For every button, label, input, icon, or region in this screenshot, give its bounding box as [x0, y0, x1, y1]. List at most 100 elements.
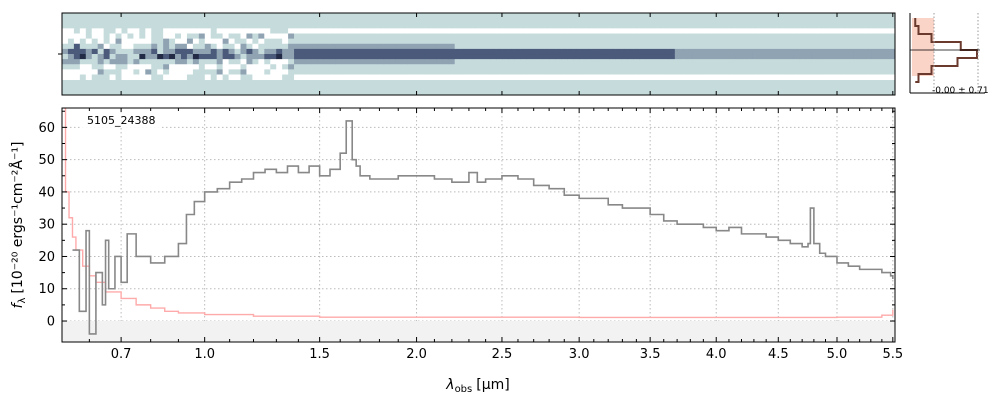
- heatmap-cell: [805, 54, 813, 60]
- heatmap-cell: [288, 38, 295, 45]
- heatmap-cell: [698, 59, 706, 65]
- heatmap-cell: [752, 69, 759, 75]
- heatmap-cell: [746, 64, 753, 70]
- heatmap-cell: [323, 38, 331, 45]
- heatmap-cell: [615, 64, 622, 70]
- heatmap-cell: [674, 48, 682, 55]
- heatmap-cell: [79, 64, 87, 70]
- heatmap-cell: [419, 59, 426, 65]
- spectrum-2d-image: [62, 28, 895, 81]
- heatmap-cell: [645, 69, 652, 75]
- heatmap-cell: [770, 43, 777, 50]
- heatmap-cell: [484, 38, 491, 45]
- heatmap-cell: [728, 64, 735, 70]
- heatmap-cell: [442, 54, 450, 60]
- heatmap-cell: [377, 28, 384, 34]
- heatmap-cell: [591, 64, 599, 70]
- heatmap-cell: [210, 64, 218, 70]
- heatmap-cell: [395, 69, 402, 75]
- heatmap-cell: [781, 28, 789, 34]
- zero-band: [62, 321, 895, 342]
- heatmap-cell: [817, 48, 825, 55]
- heatmap-cell: [621, 33, 628, 40]
- heatmap-cell: [549, 74, 557, 81]
- heatmap-cell: [841, 48, 848, 55]
- heatmap-cell: [847, 48, 854, 55]
- heatmap-cell: [597, 43, 605, 50]
- heatmap-cell: [502, 64, 509, 70]
- heatmap-cell: [621, 28, 628, 34]
- heatmap-cell: [151, 59, 158, 65]
- heatmap-cell: [430, 64, 438, 70]
- heatmap-cell: [413, 48, 420, 55]
- heatmap-cell: [133, 54, 140, 60]
- heatmap-cell: [246, 54, 253, 60]
- heatmap-cell: [793, 69, 801, 75]
- heatmap-cell: [139, 74, 146, 81]
- heatmap-cell: [133, 38, 140, 45]
- heatmap-cell: [73, 59, 81, 65]
- heatmap-cell: [109, 64, 117, 70]
- heatmap-cell: [793, 54, 801, 60]
- heatmap-cell: [859, 64, 866, 70]
- heatmap-cell: [776, 59, 783, 65]
- heatmap-cell: [520, 43, 527, 50]
- heatmap-cell: [538, 64, 545, 70]
- heatmap-cell: [73, 28, 81, 34]
- heatmap-cell: [282, 59, 289, 65]
- heatmap-cell: [698, 64, 706, 70]
- heatmap-cell: [175, 48, 182, 55]
- spectrum-1d-series: [63, 108, 894, 335]
- heatmap-cell: [627, 64, 634, 70]
- heatmap-cell: [585, 74, 593, 81]
- heatmap-cell: [91, 74, 99, 81]
- heatmap-cell: [300, 64, 307, 70]
- heatmap-cell: [282, 54, 289, 60]
- heatmap-cell: [532, 43, 539, 50]
- heatmap-cell: [448, 59, 456, 65]
- heatmap-cell: [240, 38, 248, 45]
- heatmap-cell: [365, 43, 372, 50]
- heatmap-cell: [151, 74, 158, 81]
- heatmap-cell: [680, 64, 688, 70]
- heatmap-cell: [716, 33, 724, 40]
- heatmap-cell: [609, 38, 616, 45]
- heatmap-cell: [561, 69, 569, 75]
- heatmap-cell: [746, 48, 753, 55]
- heatmap-cell: [448, 69, 456, 75]
- heatmap-cell: [317, 59, 325, 65]
- heatmap-cell: [609, 54, 616, 60]
- heatmap-cell: [371, 59, 378, 65]
- heatmap-cell: [758, 33, 765, 40]
- heatmap-cell: [770, 28, 777, 34]
- heatmap-cell: [424, 54, 432, 60]
- heatmap-cell: [883, 64, 890, 70]
- heatmap-cell: [793, 48, 801, 55]
- heatmap-cell: [567, 54, 575, 60]
- heatmap-cell: [549, 69, 557, 75]
- heatmap-cell: [371, 69, 378, 75]
- heatmap-cell: [627, 28, 634, 34]
- heatmap-cell: [716, 69, 724, 75]
- heatmap-cell: [288, 74, 295, 81]
- heatmap-cell: [127, 48, 134, 55]
- heatmap-cell: [264, 74, 271, 81]
- heatmap-cell: [591, 43, 599, 50]
- heatmap-cell: [686, 69, 694, 75]
- heatmap-cell: [740, 38, 747, 45]
- heatmap-cell: [704, 59, 712, 65]
- heatmap-cell: [549, 59, 557, 65]
- y-tick-label: 10: [38, 282, 55, 297]
- heatmap-cell: [633, 74, 640, 81]
- heatmap-cell: [817, 33, 825, 40]
- heatmap-cell: [549, 33, 557, 40]
- heatmap-cell: [883, 54, 890, 60]
- heatmap-cell: [561, 54, 569, 60]
- heatmap-cell: [151, 33, 158, 40]
- heatmap-cell: [603, 69, 610, 75]
- heatmap-cell: [787, 59, 795, 65]
- heatmap-cell: [591, 54, 599, 60]
- heatmap-cell: [615, 43, 622, 50]
- heatmap-cell: [377, 43, 384, 50]
- heatmap-cell: [175, 69, 182, 75]
